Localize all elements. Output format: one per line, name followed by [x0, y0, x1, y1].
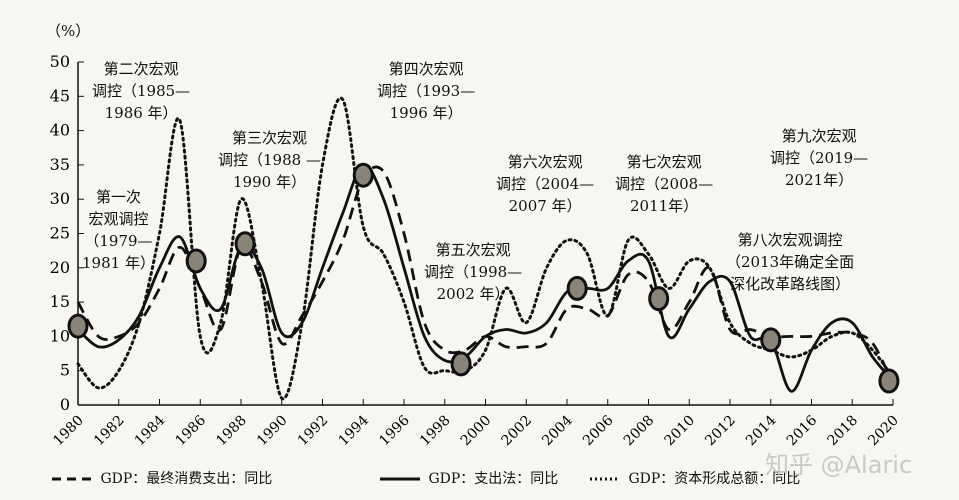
y-axis-unit: （%）: [46, 22, 91, 40]
x-tick-label: 2012: [702, 413, 739, 450]
control-marker: [878, 368, 900, 394]
dotted-line-swatch: [590, 477, 620, 481]
annotation-1: 第一次 宏观调控 （1979— 1981 年）: [82, 188, 155, 272]
control-marker: [648, 286, 670, 312]
x-tick-label: 2016: [784, 412, 821, 449]
legend-label: GDP：最终消费支出：同比: [100, 471, 273, 487]
y-tick-label: 10: [50, 326, 70, 345]
annotation-5: 第五次宏观 调控（1998— 2002 年）: [424, 241, 523, 303]
annotation-2: 第二次宏观 调控（1985— 1986 年）: [92, 60, 191, 122]
y-tick-label: 40: [50, 121, 70, 140]
y-tick-label: 25: [50, 224, 70, 243]
annotation-6: 第六次宏观 调控（2004— 2007 年）: [496, 153, 595, 215]
control-marker: [67, 313, 89, 339]
legend-item-capital: GDP：资本形成总额：同比: [580, 468, 800, 488]
control-marker: [450, 351, 472, 377]
x-tick-label: 1984: [132, 412, 169, 449]
x-tick-label: 1988: [213, 413, 250, 450]
y-tick-label: 15: [50, 292, 70, 311]
x-tick-label: 1986: [173, 412, 210, 449]
y-tick-label: 0: [60, 395, 70, 414]
control-marker: [566, 275, 588, 301]
y-tick-label: 50: [50, 52, 70, 71]
annotation-9: 第九次宏观 调控（2019— 2021年）: [770, 127, 869, 189]
annotation-7: 第七次宏观 调控（2008— 2011年）: [615, 153, 714, 215]
series-line-dashed: [76, 165, 895, 386]
x-tick-label: 1992: [295, 413, 332, 450]
x-tick-label: 1994: [336, 412, 373, 449]
series-line-dotted: [76, 96, 895, 401]
control-marker: [352, 162, 374, 188]
y-tick-label: 35: [50, 155, 70, 174]
x-tick-label: 2004: [539, 412, 576, 449]
x-tick-label: 1996: [376, 412, 413, 449]
solid-line-swatch: [380, 477, 420, 481]
y-tick-label: 20: [50, 258, 70, 277]
y-tick-label: 5: [60, 361, 70, 380]
x-tick-label: 2008: [621, 413, 658, 450]
annotation-3: 第三次宏观 调控（1988 — 1990 年）: [218, 129, 321, 191]
x-tick-label: 2006: [580, 412, 617, 449]
x-tick-label: 2020: [865, 413, 902, 450]
x-tick-label: 1990: [254, 413, 291, 450]
y-tick-label: 30: [50, 189, 70, 208]
x-tick-label: 1998: [417, 413, 454, 450]
legend-label: GDP：支出法：同比: [428, 471, 559, 487]
watermark: 知乎 @Alaric: [765, 451, 913, 479]
annotation-4: 第四次宏观 调控（1993— 1996 年）: [377, 60, 476, 122]
series-line-solid: [77, 163, 895, 393]
legend-item-expenditure: GDP：支出法：同比: [380, 468, 558, 488]
x-tick-label: 2018: [825, 413, 862, 450]
control-marker: [234, 231, 256, 257]
x-tick-label: 2000: [458, 413, 495, 450]
x-tick-label: 1982: [91, 413, 128, 450]
x-tick-label: 2002: [499, 413, 536, 450]
x-tick-label: 2014: [743, 412, 780, 449]
x-tick-label: 1980: [50, 413, 87, 450]
legend-label: GDP：资本形成总额：同比: [628, 471, 801, 487]
x-tick-label: 2010: [662, 413, 699, 450]
control-marker: [760, 327, 782, 353]
legend-item-consumption: GDP：最终消费支出：同比: [52, 468, 272, 488]
annotation-8: 第八次宏观调控 （2013年确定全面 深化改革路线图）: [726, 231, 855, 293]
dashed-line-swatch: [52, 477, 92, 481]
control-marker: [185, 248, 207, 274]
y-tick-label: 45: [50, 86, 70, 105]
